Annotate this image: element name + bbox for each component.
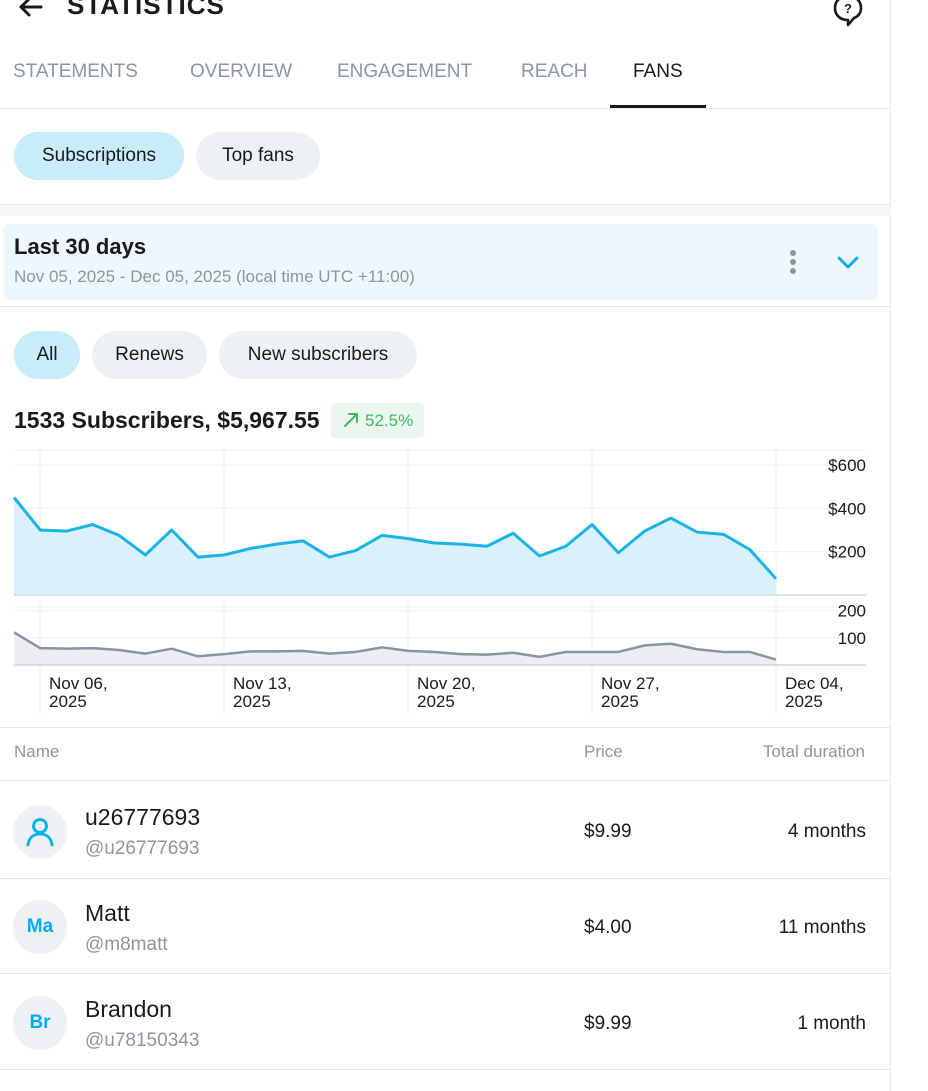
fan-name[interactable]: Brandon <box>85 996 172 1022</box>
filter-renews[interactable]: Renews <box>92 331 207 379</box>
svg-text:?: ? <box>844 1 852 16</box>
x-tick-label: 2025 <box>601 692 639 711</box>
tab-engagement[interactable]: ENGAGEMENT <box>337 61 473 82</box>
y-tick-label: $600 <box>828 456 866 475</box>
period-selector[interactable]: Last 30 days Nov 05, 2025 - Dec 05, 2025… <box>3 224 878 300</box>
fan-duration: 11 months <box>778 917 866 938</box>
x-tick-label: Nov 06, <box>49 674 108 693</box>
y-tick-label: 100 <box>838 629 866 648</box>
x-tick-label: 2025 <box>49 692 87 711</box>
expand-period-button[interactable] <box>833 250 863 274</box>
more-options-button[interactable] <box>783 248 803 278</box>
fan-price: $4.00 <box>584 917 632 938</box>
user-icon <box>26 818 54 847</box>
period-title: Last 30 days <box>14 234 147 259</box>
divider <box>0 306 891 307</box>
column-header-price: Price <box>584 742 623 761</box>
more-vertical-icon <box>790 250 796 274</box>
fan-duration: 4 months <box>787 821 866 842</box>
filter-subscriptions[interactable]: Subscriptions <box>14 132 184 180</box>
fan-name[interactable]: Matt <box>85 900 130 926</box>
table-row[interactable]: u26777693 @u26777693 $9.99 4 months <box>0 780 891 879</box>
help-chat-icon: ? <box>833 0 863 27</box>
x-tick-label: 2025 <box>233 692 271 711</box>
revenue-line <box>12 496 778 580</box>
avatar[interactable]: Ma <box>13 900 67 954</box>
fan-handle: @m8matt <box>85 934 168 955</box>
fan-duration: 1 month <box>797 1013 866 1034</box>
chevron-down-icon <box>837 256 859 269</box>
divider <box>0 727 891 728</box>
stats-tabs: STATEMENTS OVERVIEW ENGAGEMENT REACH FAN… <box>0 44 891 109</box>
subscribers-summary: 1533 Subscribers, $5,967.55 <box>14 407 320 433</box>
tab-overview[interactable]: OVERVIEW <box>190 61 293 82</box>
column-header-name: Name <box>14 742 60 761</box>
subscribers-line <box>13 631 777 661</box>
x-tick-label: 2025 <box>417 692 455 711</box>
filter-top-fans[interactable]: Top fans <box>196 132 320 180</box>
table-row[interactable]: Br Brandon @u78150343 $9.99 1 month <box>0 973 891 1070</box>
arrow-left-icon <box>19 0 43 17</box>
trend-up-icon <box>344 413 358 427</box>
tab-statements[interactable]: STATEMENTS <box>13 61 138 82</box>
page-title: STATISTICS <box>67 0 225 20</box>
column-header-duration: Total duration <box>762 742 865 761</box>
fan-handle: @u78150343 <box>85 1030 200 1051</box>
x-tick-label: 2025 <box>785 692 823 711</box>
avatar[interactable]: Br <box>13 996 67 1050</box>
filter-all[interactable]: All <box>14 331 80 379</box>
filter-new-subscribers[interactable]: New subscribers <box>219 331 417 379</box>
help-button[interactable]: ? <box>830 0 866 28</box>
tab-fans[interactable]: FANS <box>633 61 683 82</box>
period-range: Nov 05, 2025 - Dec 05, 2025 (local time … <box>14 267 415 286</box>
x-tick-label: Dec 04, <box>785 674 844 693</box>
active-tab-indicator <box>610 105 706 108</box>
back-button[interactable] <box>14 0 48 24</box>
tab-reach[interactable]: REACH <box>521 61 588 82</box>
x-tick-label: Nov 13, <box>233 674 292 693</box>
fan-handle: @u26777693 <box>85 838 200 859</box>
growth-badge: 52.5% <box>331 403 425 438</box>
x-tick-label: Nov 27, <box>601 674 660 693</box>
growth-value: 52.5% <box>365 411 414 430</box>
table-row[interactable] <box>0 1069 891 1091</box>
revenue-area <box>14 497 776 595</box>
fan-name[interactable]: u26777693 <box>85 804 201 830</box>
avatar[interactable] <box>13 805 67 859</box>
header: STATISTICS ? <box>0 0 891 34</box>
x-tick-label: Nov 20, <box>417 674 476 693</box>
table-row[interactable]: Ma Matt @m8matt $4.00 11 months <box>0 878 891 974</box>
y-tick-label: $200 <box>828 543 866 562</box>
statistics-panel: STATISTICS ? STATEMENTS OVERVIEW ENGAGEM… <box>0 0 891 1091</box>
fan-price: $9.99 <box>584 821 632 842</box>
fan-price: $9.99 <box>584 1013 632 1034</box>
section-divider <box>0 204 891 216</box>
y-tick-label: 200 <box>838 602 866 621</box>
y-tick-label: $400 <box>828 499 866 518</box>
